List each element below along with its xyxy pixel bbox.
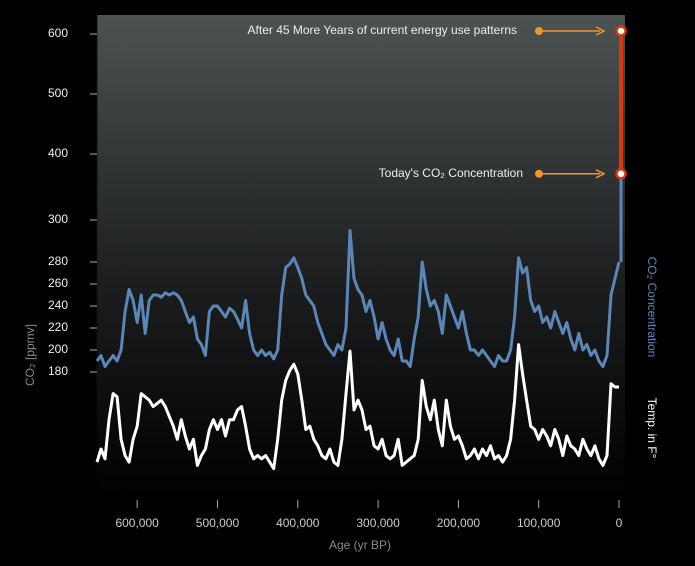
y-tick-label: 220 — [48, 320, 68, 334]
y-axis-title: CO₂ [ppmv] — [23, 324, 37, 386]
annotation-text: After 45 More Years of current energy us… — [248, 23, 517, 37]
annotation-dot — [535, 27, 543, 35]
y-tick-label: 240 — [48, 298, 68, 312]
x-tick-label: 600,000 — [115, 516, 159, 530]
y-tick-label: 400 — [48, 146, 68, 160]
x-tick-label: 100,000 — [517, 516, 561, 530]
y-tick-label: 200 — [48, 342, 68, 356]
y-tick-label: 600 — [48, 26, 68, 40]
annotation-marker — [615, 25, 627, 37]
annotation-dot — [535, 169, 543, 178]
x-tick-label: 200,000 — [437, 516, 481, 530]
x-tick-label: 400,000 — [276, 516, 320, 530]
data-line — [95, 229, 621, 368]
x-tick-label: 500,000 — [196, 516, 240, 530]
x-tick-label: 300,000 — [356, 516, 400, 530]
legend-co2: CO₂ Concentration — [645, 257, 659, 358]
plot-area — [97, 15, 625, 498]
annotation-arrowhead — [595, 26, 606, 36]
x-axis-title: Age (yr BP) — [329, 538, 391, 552]
y-tick-label: 500 — [48, 86, 68, 100]
y-tick-label: 300 — [48, 212, 68, 226]
annotation-text: Today's CO₂ Concentration — [379, 166, 523, 180]
annotation-marker — [615, 168, 627, 180]
data-line — [95, 343, 619, 471]
y-tick-label: 280 — [48, 254, 68, 268]
legend-temp: Temp. in F° — [645, 398, 659, 459]
y-tick-label: 260 — [48, 276, 68, 290]
annotation-arrowhead — [595, 169, 606, 179]
y-tick-label: 180 — [48, 364, 68, 378]
x-tick-label: 0 — [616, 516, 623, 530]
